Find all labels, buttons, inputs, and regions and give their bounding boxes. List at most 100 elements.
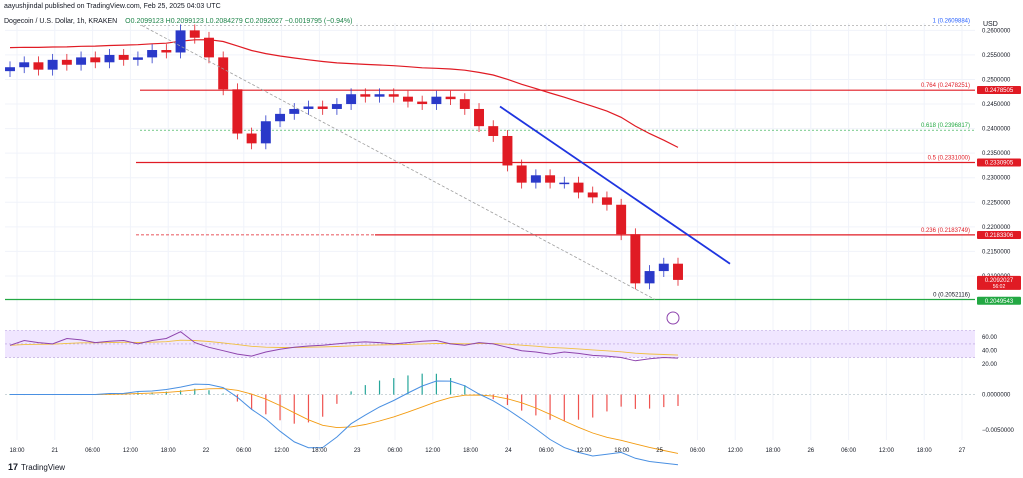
time-tick-label: 26	[807, 448, 814, 454]
event-icon	[666, 311, 680, 325]
macd-tick-label: 0.0000000	[982, 393, 1011, 399]
candle-body	[289, 108, 300, 114]
candle-body	[388, 94, 399, 97]
macd-hist-bar	[293, 394, 295, 424]
macd-hist-bar	[549, 394, 551, 420]
time-tick-label: 22	[203, 448, 210, 454]
ohlc-readout: O0.2099123 H0.2099123 L0.2084279 C0.2092…	[125, 18, 353, 25]
macd-hist-bar	[449, 378, 452, 395]
candle-body	[630, 234, 641, 284]
candle-body	[545, 175, 556, 183]
candle-body	[19, 62, 30, 68]
trendline[interactable]	[499, 105, 731, 265]
macd-hist-bar	[236, 394, 239, 402]
time-tick-label: 12:00	[425, 448, 441, 454]
candle-body	[104, 54, 115, 63]
candle-body	[459, 99, 470, 109]
macd-hist-bar	[336, 394, 338, 404]
price-axis[interactable]: 0.2600000 0.2550000 0.2500000 0.2450000 0.24…	[982, 28, 1011, 280]
price-tag	[977, 296, 1021, 305]
price-tag-text: 0.2183306	[985, 233, 1014, 239]
candle-body	[47, 59, 58, 70]
symbol-title: Dogecoin / U.S. Dollar, 1h, KRAKEN	[4, 18, 118, 25]
time-tick-label: 12:00	[123, 448, 139, 454]
candle-body	[530, 175, 541, 183]
time-tick-label: 06:00	[387, 448, 403, 454]
time-axis[interactable]: 18:00 21 06:00 12:00 18:00 22 06:00 12:00 18:00 2…	[9, 448, 966, 454]
price-tick-label: 0.2250000	[982, 200, 1011, 206]
price-tag	[977, 275, 1021, 290]
ema-line	[9, 39, 679, 148]
macd-hist-bar	[620, 394, 622, 407]
macd-hist-bar	[506, 394, 509, 406]
candle-body	[331, 104, 342, 109]
candle-body	[516, 165, 527, 183]
macd-hist-bar	[677, 394, 679, 406]
rsi-tick-label: 40.00	[982, 349, 998, 355]
candle-body	[317, 106, 328, 109]
candle-body	[303, 106, 314, 109]
time-tick-label: 24	[505, 448, 512, 454]
price-tick-label: 0.2350000	[982, 151, 1011, 157]
time-tick-label: 18:00	[312, 448, 328, 454]
candle-body	[161, 50, 172, 53]
candle-body	[573, 182, 584, 193]
candle-body	[204, 37, 214, 58]
macd-hist-bar	[464, 385, 466, 395]
price-tick-label: 0.2500000	[982, 77, 1011, 83]
time-tick-label: 25	[656, 448, 663, 454]
macd-hist-bar	[378, 380, 381, 395]
candle-body	[5, 67, 15, 72]
candle-body	[132, 57, 143, 60]
candle-body	[218, 57, 229, 90]
price-tag	[977, 231, 1021, 240]
rsi-tick-label: 60.00	[982, 335, 998, 341]
candle-body	[260, 121, 271, 144]
candle-body	[275, 113, 286, 122]
price-tag	[977, 86, 1021, 95]
time-tick-label: 06:00	[85, 448, 101, 454]
macd-hist-bar	[208, 390, 210, 395]
candle-body	[658, 263, 669, 272]
diagonal-fib-line	[141, 25, 656, 300]
time-tick-label: 06:00	[236, 448, 252, 454]
candle-body	[644, 271, 655, 284]
time-tick-label: 06:00	[539, 448, 555, 454]
price-tag-text: 0.2049543	[985, 299, 1014, 305]
macd-hist-bar	[165, 391, 167, 395]
candle-body	[559, 182, 570, 185]
macd-hist-bar	[322, 394, 324, 417]
macd-hist-bar	[179, 390, 182, 395]
macd-hist-bar	[535, 394, 537, 416]
time-tick-label: 12:00	[576, 448, 592, 454]
candle-body	[90, 57, 101, 63]
author-line: aayushjindal published on TradingView.co…	[4, 3, 221, 10]
time-tick-label: 06:00	[690, 448, 706, 454]
candle-body	[61, 59, 72, 65]
macd-hist-bar	[251, 394, 253, 410]
candle-body	[189, 30, 200, 38]
candle-body	[431, 96, 442, 105]
fib-label: 0 (0.2052116)	[933, 293, 970, 299]
price-tick-label: 0.2200000	[982, 225, 1011, 231]
time-tick-label: 18:00	[9, 448, 25, 454]
macd-hist-bar	[279, 394, 281, 421]
candle-body	[33, 62, 44, 70]
price-tick-label: 0.2400000	[982, 127, 1011, 133]
time-tick-label: 21	[51, 448, 58, 454]
macd-hist-bar	[663, 394, 665, 408]
fib-label: 0.764 (0.2478251)	[921, 83, 970, 89]
candle-body	[118, 54, 129, 60]
macd-hist-bar	[435, 373, 437, 395]
logo-text: TradingView	[21, 462, 66, 472]
macd-hist-bar	[563, 394, 565, 422]
candle-body	[616, 204, 627, 235]
rsi-ma-line	[9, 339, 679, 356]
candle-body	[147, 50, 158, 58]
tradingview-logo: 17 TradingView	[8, 462, 65, 472]
macd-hist-bar	[492, 394, 494, 400]
candles	[5, 24, 683, 290]
price-tags: 0.2478505 0.2330905 0.2183306 0.209202756:0…	[666, 86, 1021, 325]
